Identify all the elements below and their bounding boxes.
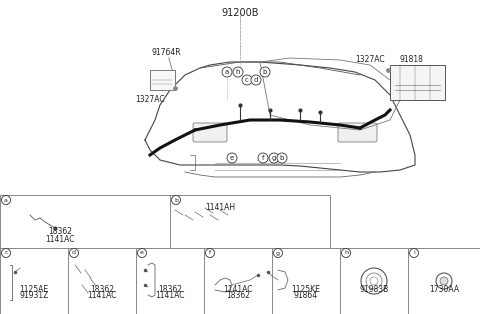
Text: 18362: 18362 [90,284,114,294]
Circle shape [341,248,350,257]
Text: a: a [4,198,8,203]
Text: 1141AC: 1141AC [45,235,75,243]
Circle shape [242,75,252,85]
Text: c: c [4,251,8,256]
Text: 1125AE: 1125AE [19,284,48,294]
Text: b: b [280,155,284,161]
Circle shape [70,248,79,257]
Text: f: f [262,155,264,161]
Circle shape [227,153,237,163]
Circle shape [436,273,452,289]
Text: 1141AC: 1141AC [87,291,117,300]
Circle shape [274,248,283,257]
Text: 18362: 18362 [48,228,72,236]
Text: h: h [236,69,240,75]
FancyBboxPatch shape [338,123,377,142]
Circle shape [251,75,261,85]
Text: 1125KE: 1125KE [291,284,321,294]
Text: f: f [209,251,211,256]
Circle shape [440,277,448,285]
Text: a: a [225,69,229,75]
Circle shape [366,273,382,289]
Circle shape [269,153,279,163]
Text: d: d [254,77,258,83]
Circle shape [222,67,232,77]
Text: d: d [72,251,76,256]
Text: i: i [413,251,415,256]
Circle shape [370,277,378,285]
Text: 1141AC: 1141AC [223,284,253,294]
Text: e: e [230,155,234,161]
Bar [0,195,330,248]
Text: 91864: 91864 [294,291,318,300]
Text: 1327AC: 1327AC [135,95,165,104]
Text: b: b [174,198,178,203]
Bar [150,70,175,90]
Circle shape [260,67,270,77]
Bar [0,248,480,314]
Text: 91200B: 91200B [221,8,259,18]
Text: 18362: 18362 [226,291,250,300]
Text: 91818: 91818 [400,55,424,64]
Text: 1141AH: 1141AH [205,203,235,212]
Circle shape [258,153,268,163]
Circle shape [233,67,243,77]
Circle shape [1,248,11,257]
Text: 91931Z: 91931Z [19,291,48,300]
Text: 91764R: 91764R [152,48,181,57]
Circle shape [171,196,180,204]
Text: 91983B: 91983B [360,284,389,294]
Text: e: e [140,251,144,256]
Text: h: h [344,251,348,256]
Circle shape [277,153,287,163]
Circle shape [205,248,215,257]
Circle shape [361,268,387,294]
Circle shape [1,196,11,204]
Circle shape [137,248,146,257]
Text: g: g [272,155,276,161]
Text: 1730AA: 1730AA [429,284,459,294]
Circle shape [409,248,419,257]
Text: b: b [263,69,267,75]
Text: c: c [245,77,249,83]
Text: 1327AC: 1327AC [355,55,384,64]
Bar [390,65,445,100]
FancyBboxPatch shape [193,123,227,142]
Text: 18362: 18362 [158,284,182,294]
Text: 1141AC: 1141AC [155,291,185,300]
Text: g: g [276,251,280,256]
